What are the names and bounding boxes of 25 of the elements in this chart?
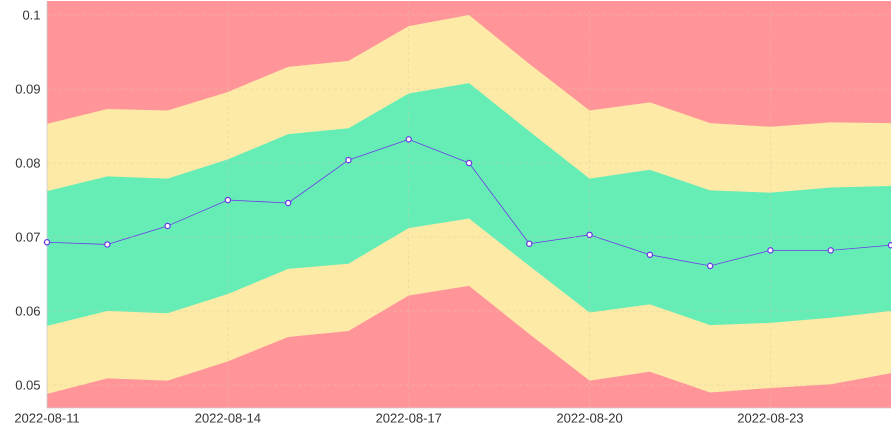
x-tick-label: 2022-08-11 bbox=[15, 414, 80, 423]
point bbox=[284, 200, 292, 206]
y-tick-label: 0.05 bbox=[16, 380, 40, 390]
y-tick-label: 0.08 bbox=[16, 158, 40, 168]
point bbox=[44, 238, 50, 246]
x-tick-label: 2022-08-23 bbox=[738, 414, 803, 423]
point bbox=[104, 241, 111, 248]
y-tick-label: 0.1 bbox=[22, 10, 40, 20]
x-tick-label: 2022-08-14 bbox=[195, 414, 261, 423]
y-tick-label: 0.09 bbox=[16, 84, 40, 94]
point bbox=[405, 136, 412, 143]
point bbox=[526, 240, 533, 247]
y-tick-label: 0.06 bbox=[16, 306, 40, 316]
point bbox=[827, 247, 834, 254]
point bbox=[706, 262, 714, 270]
point bbox=[164, 222, 171, 230]
point bbox=[586, 232, 593, 238]
point bbox=[345, 156, 352, 164]
x-tick-label: 2022-08-20 bbox=[557, 414, 622, 423]
point bbox=[224, 196, 232, 204]
point bbox=[767, 247, 774, 254]
x-tick-label: 2022-08-17 bbox=[376, 414, 442, 423]
point bbox=[466, 160, 472, 166]
point bbox=[646, 252, 654, 258]
y-tick-label: 0.07 bbox=[16, 232, 40, 242]
